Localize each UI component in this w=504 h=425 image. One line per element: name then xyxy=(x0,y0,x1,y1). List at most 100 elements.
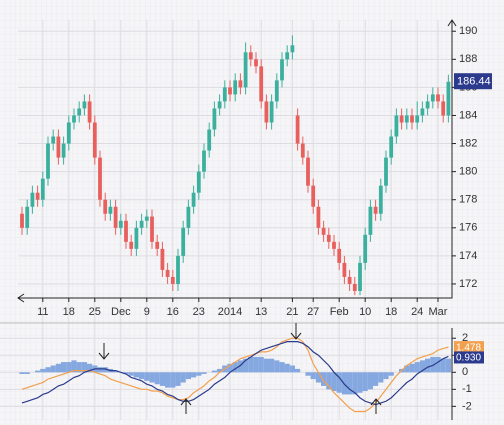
candle-body xyxy=(269,101,274,123)
x-tick-label: Mar xyxy=(429,306,448,318)
histogram-bar xyxy=(97,367,103,373)
histogram-bar xyxy=(326,372,332,390)
arrow-up xyxy=(370,398,382,414)
histogram-bar xyxy=(217,368,223,373)
histogram-bar xyxy=(149,372,155,383)
candle-body xyxy=(378,185,383,214)
candle-body xyxy=(285,52,290,60)
histogram-bar xyxy=(362,372,368,392)
candle-body xyxy=(404,115,409,123)
candle-body xyxy=(82,101,87,109)
histogram-bar xyxy=(66,362,72,373)
end-label: 1.478 xyxy=(456,342,481,353)
candle-body xyxy=(56,136,61,158)
histogram-bar xyxy=(315,372,321,383)
x-tick-label: 24 xyxy=(411,306,423,318)
candle-body xyxy=(415,115,420,123)
candle-body xyxy=(207,129,212,151)
x-tick-label: 27 xyxy=(307,306,319,318)
candle-body xyxy=(124,220,128,242)
histogram-bar xyxy=(279,362,285,373)
y2-tick-label: -1 xyxy=(462,383,472,395)
candle-body xyxy=(394,115,399,137)
candle-body xyxy=(186,206,191,228)
histogram-bar xyxy=(191,372,197,378)
histogram-bar xyxy=(425,358,431,373)
x-tick-label: Dec xyxy=(111,306,131,318)
y-tick-label: 180 xyxy=(459,166,477,178)
x-tick-label: 13 xyxy=(255,306,267,318)
y-tick-label: 190 xyxy=(459,25,477,37)
histogram-bar xyxy=(414,362,420,373)
histogram-bar xyxy=(211,370,217,373)
histogram-bar xyxy=(139,372,145,380)
histogram-bar xyxy=(185,372,191,380)
candle-body xyxy=(436,94,440,102)
histogram-bar xyxy=(440,358,446,373)
histogram-bar xyxy=(201,372,207,374)
candle-body xyxy=(176,255,180,284)
candle-body xyxy=(363,234,368,263)
x-tick-label: 2014 xyxy=(218,306,242,318)
y-tick-label: 188 xyxy=(459,53,477,65)
candle-body xyxy=(425,101,430,109)
candle-body xyxy=(228,87,232,95)
candle-body xyxy=(113,206,118,228)
histogram-bar xyxy=(284,363,290,373)
candle-body xyxy=(150,216,154,242)
histogram-bar xyxy=(331,372,337,392)
histogram-bar xyxy=(81,362,87,373)
end-label: 0.930 xyxy=(456,353,481,364)
candle-body xyxy=(238,80,243,88)
histogram-bar xyxy=(419,360,425,373)
candle-body xyxy=(311,185,316,207)
candle-body xyxy=(410,115,414,123)
candle-body xyxy=(212,108,217,130)
candle-body xyxy=(129,241,134,249)
histogram-bar xyxy=(19,372,25,374)
histogram-bar xyxy=(435,356,441,373)
histogram-bar xyxy=(113,370,119,373)
candle-body xyxy=(332,241,336,249)
histogram-bar xyxy=(274,360,280,373)
histogram-bar xyxy=(383,372,389,380)
candle-body xyxy=(46,143,50,179)
histogram-bar xyxy=(373,372,379,386)
histogram-bar xyxy=(144,372,150,381)
histogram-bar xyxy=(24,372,30,374)
x-tick-label: 18 xyxy=(63,306,75,318)
candle-body xyxy=(134,227,139,249)
histogram-bar xyxy=(123,372,129,374)
candle-body xyxy=(373,206,378,214)
y-tick-label: 182 xyxy=(459,137,477,149)
histogram-bar xyxy=(170,372,176,388)
candle-body xyxy=(446,81,451,116)
candle-body xyxy=(30,192,35,207)
histogram-bar xyxy=(159,372,165,386)
candle-body xyxy=(399,115,404,123)
candle-body xyxy=(337,248,342,263)
y2-tick-label: -2 xyxy=(462,400,472,412)
candle-body xyxy=(368,206,373,235)
histogram-bar xyxy=(409,363,415,373)
candle-body xyxy=(300,143,305,158)
plot-area xyxy=(19,35,451,413)
candle-body xyxy=(274,80,279,102)
candle-body xyxy=(264,101,269,123)
histogram-bar xyxy=(310,372,316,380)
histogram-bar xyxy=(388,372,394,376)
histogram-bar xyxy=(295,368,301,373)
x-tick-label: 18 xyxy=(385,306,397,318)
histogram-bar xyxy=(232,362,238,373)
histogram-bar xyxy=(352,372,358,395)
histogram-bar xyxy=(76,362,82,373)
candle-body xyxy=(384,157,388,186)
candle-body xyxy=(98,157,102,200)
candle-body xyxy=(155,241,160,249)
histogram-bar xyxy=(269,358,275,373)
candle-body xyxy=(326,234,331,242)
axes xyxy=(18,20,453,299)
candle-body xyxy=(358,262,362,291)
x-tick-label: 21 xyxy=(286,306,298,318)
